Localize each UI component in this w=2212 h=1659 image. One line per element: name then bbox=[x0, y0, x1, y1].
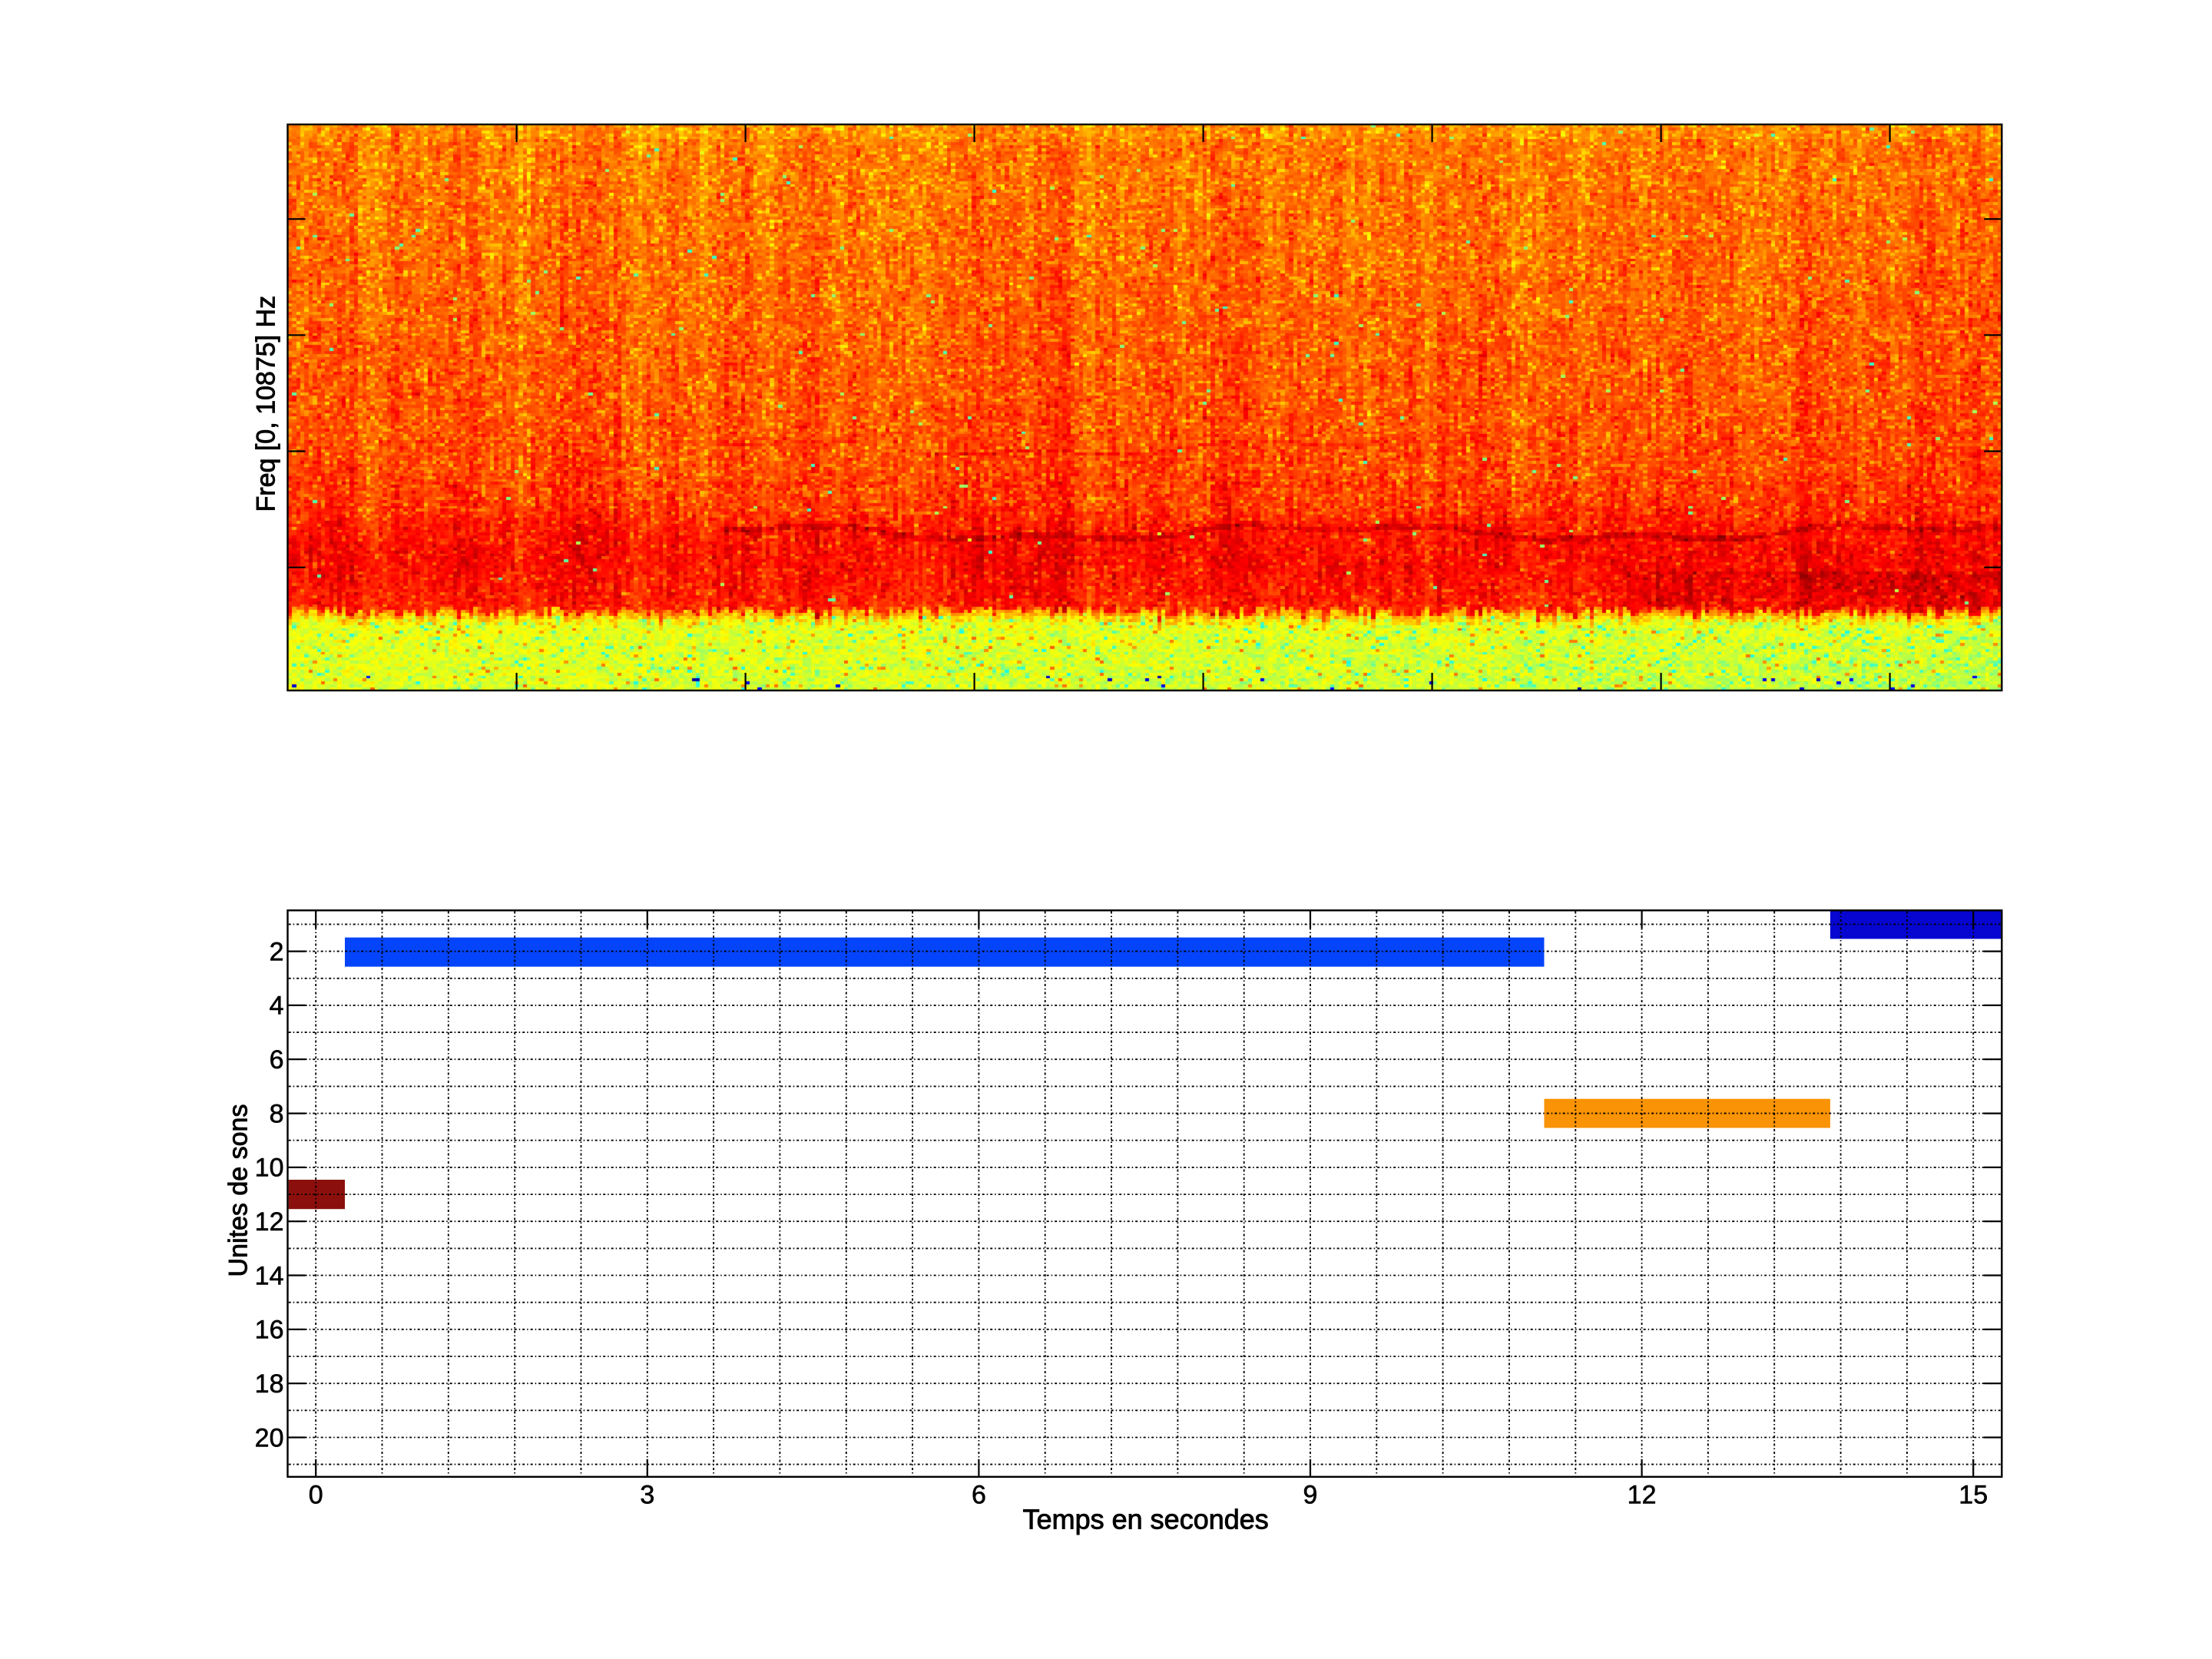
svg-text:Temps en secondes: Temps en secondes bbox=[1023, 1504, 1269, 1535]
svg-text:6: 6 bbox=[270, 1045, 284, 1075]
svg-text:10: 10 bbox=[255, 1154, 284, 1183]
svg-text:0: 0 bbox=[309, 1481, 323, 1510]
svg-text:14: 14 bbox=[255, 1261, 284, 1290]
svg-text:2: 2 bbox=[270, 937, 284, 966]
svg-text:Freq [0, 10875] Hz: Freq [0, 10875] Hz bbox=[252, 296, 281, 512]
svg-text:9: 9 bbox=[1303, 1481, 1318, 1510]
svg-text:Unites de sons: Unites de sons bbox=[224, 1104, 253, 1277]
svg-text:12: 12 bbox=[1628, 1481, 1657, 1510]
svg-text:20: 20 bbox=[255, 1423, 284, 1452]
svg-text:8: 8 bbox=[270, 1099, 284, 1128]
svg-text:4: 4 bbox=[270, 992, 284, 1021]
svg-text:18: 18 bbox=[255, 1369, 284, 1399]
svg-text:6: 6 bbox=[972, 1481, 986, 1510]
svg-text:15: 15 bbox=[1959, 1481, 1988, 1510]
svg-text:3: 3 bbox=[640, 1481, 654, 1510]
svg-text:16: 16 bbox=[255, 1316, 284, 1345]
svg-text:12: 12 bbox=[255, 1207, 284, 1237]
